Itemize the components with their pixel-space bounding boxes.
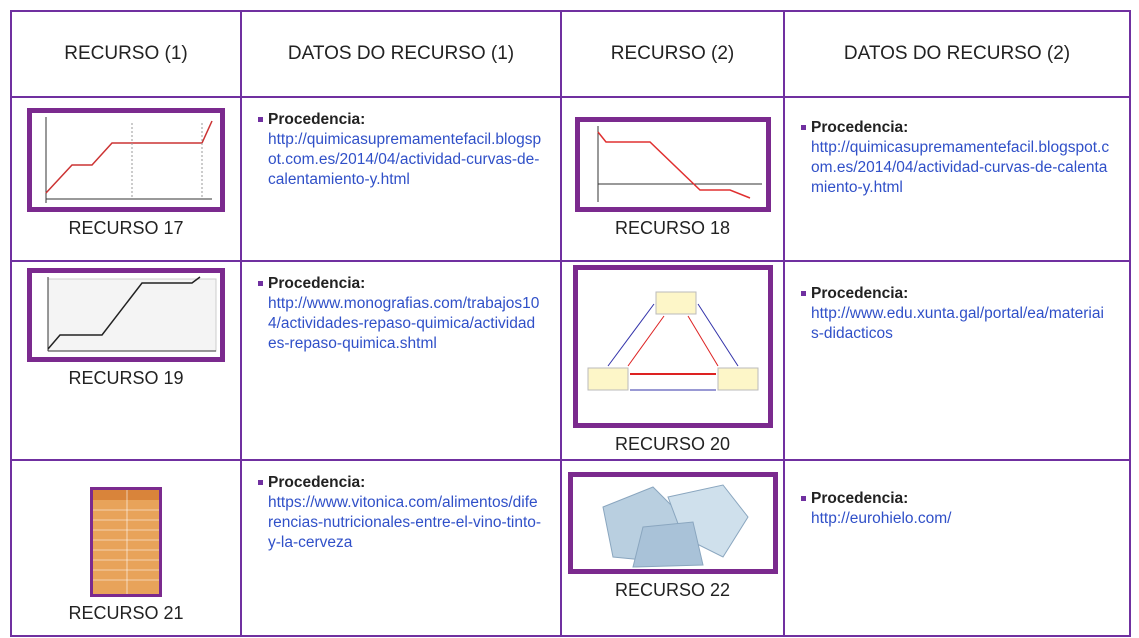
link[interactable]: http://www.edu.xunta.gal/portal/ea/mater… [811,305,1104,342]
image [27,268,225,362]
header-cell: RECURSO (1) [10,10,242,98]
cell: Procedencia: http://quimicasupremamentefa… [783,96,1131,262]
header-row: RECURSO (1) DATOS DO RECURSO (1) RECURSO… [10,10,1131,98]
label: Procedencia: [801,285,908,302]
graph [45,117,213,203]
image [574,117,771,212]
cell: Procedencia: https://www.vitonica.com/ali… [240,459,562,637]
header-cell: RECURSO (2) [560,10,785,98]
row: RECURSO 17 Procedencia: http://quimicasup… [10,96,1131,262]
cell: Procedencia: http://www.monografias.com/t… [240,260,562,461]
header-cell: DATOS DO RECURSO (1) [240,10,562,98]
ice-image [572,477,773,569]
row: RECURSO 21 Procedencia: https://www.viton… [10,459,1131,637]
caption: RECURSO 17 [68,218,184,238]
cell: RECURSO 18 [560,96,785,262]
caption: RECURSO 22 [614,580,731,600]
resource-table: RECURSO (1) DATOS DO RECURSO (1) RECURSO… [10,10,1131,637]
cell: RECURSO 20 [560,260,785,461]
cell: RECURSO 17 [10,96,242,262]
image [27,108,225,212]
cell: Procedencia: http://www.edu.xunta.gal/por… [783,260,1131,461]
row: RECURSO 19 Procedencia: http://www.monogr… [10,260,1131,461]
label: Procedencia: [258,111,365,128]
graph [596,126,762,202]
cell: RECURSO 19 [10,260,242,461]
label: Procedencia: [801,119,908,136]
label: Procedencia: [258,474,365,491]
image [572,265,773,428]
caption: RECURSO 18 [614,218,731,238]
cell: Procedencia: http://eurohielo.com/ [783,459,1131,637]
table-image [93,490,159,594]
label: Procedencia: [801,490,908,507]
image [567,472,778,574]
caption: RECURSO 19 [68,368,184,388]
caption: RECURSO 20 [614,434,731,454]
label: Procedencia: [258,275,365,292]
cell: Procedencia: http://quimicasupremamentefa… [240,96,562,262]
header-cell: DATOS DO RECURSO (2) [783,10,1131,98]
diagram [587,291,758,391]
graph [47,276,217,352]
caption: RECURSO 21 [68,603,184,623]
image [90,487,162,597]
link[interactable]: http://quimicasupremamentefacil.blogspot… [811,139,1110,196]
cell: RECURSO 21 [10,459,242,637]
link[interactable]: http://eurohielo.com/ [811,510,952,527]
link[interactable]: http://www.monografias.com/trabajos104/a… [268,295,540,352]
link[interactable]: https://www.vitonica.com/alimentos/difer… [268,494,542,551]
link[interactable]: http://quimicasupremamentefacil.blogspot… [268,131,542,188]
cell: RECURSO 22 [560,459,785,637]
